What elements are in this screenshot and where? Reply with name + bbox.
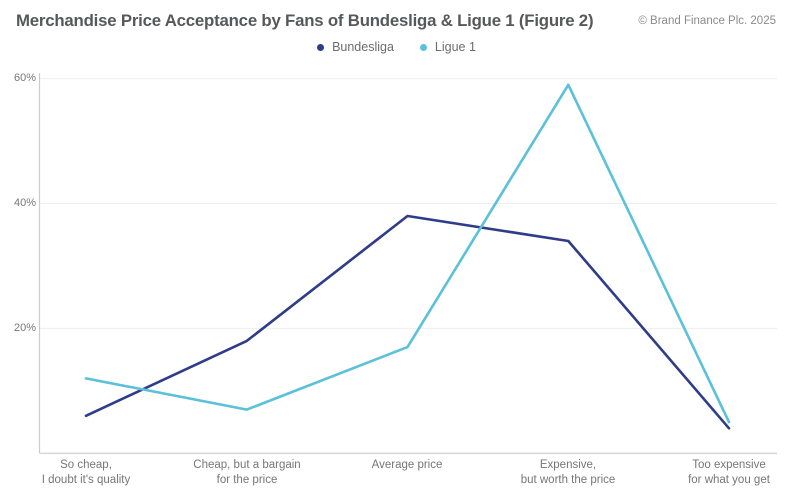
legend-item-ligue1: Ligue 1 [419,40,476,54]
series-line-1 [84,83,731,424]
y-tick-20: 20% [13,322,36,334]
x-category-label-1: Cheap, but a bargain for the price [193,459,301,486]
copyright-notice: © Brand Finance Plc. 2025 [638,15,776,27]
x-category-label-0: So cheap, I doubt it's quality [41,459,131,486]
y-tick-40: 40% [13,197,36,209]
legend-label-ligue1: Ligue 1 [434,40,476,54]
legend-item-bundesliga: Bundesliga [317,40,394,54]
series-line-0 [84,214,731,430]
legend: Bundesliga Ligue 1 [0,40,793,54]
x-category-label-4: Too expensive for what you get [688,459,770,486]
legend-label-bundesliga: Bundesliga [332,40,394,54]
legend-dot-0 [317,43,325,51]
y-tick-60: 60% [13,72,36,84]
page-title: Merchandise Price Acceptance by Fans of … [16,11,594,30]
legend-dot-1 [419,43,427,51]
x-category-label-3: Expensive, but worth the price [520,459,616,486]
x-category-label-2: Average price [371,459,443,471]
